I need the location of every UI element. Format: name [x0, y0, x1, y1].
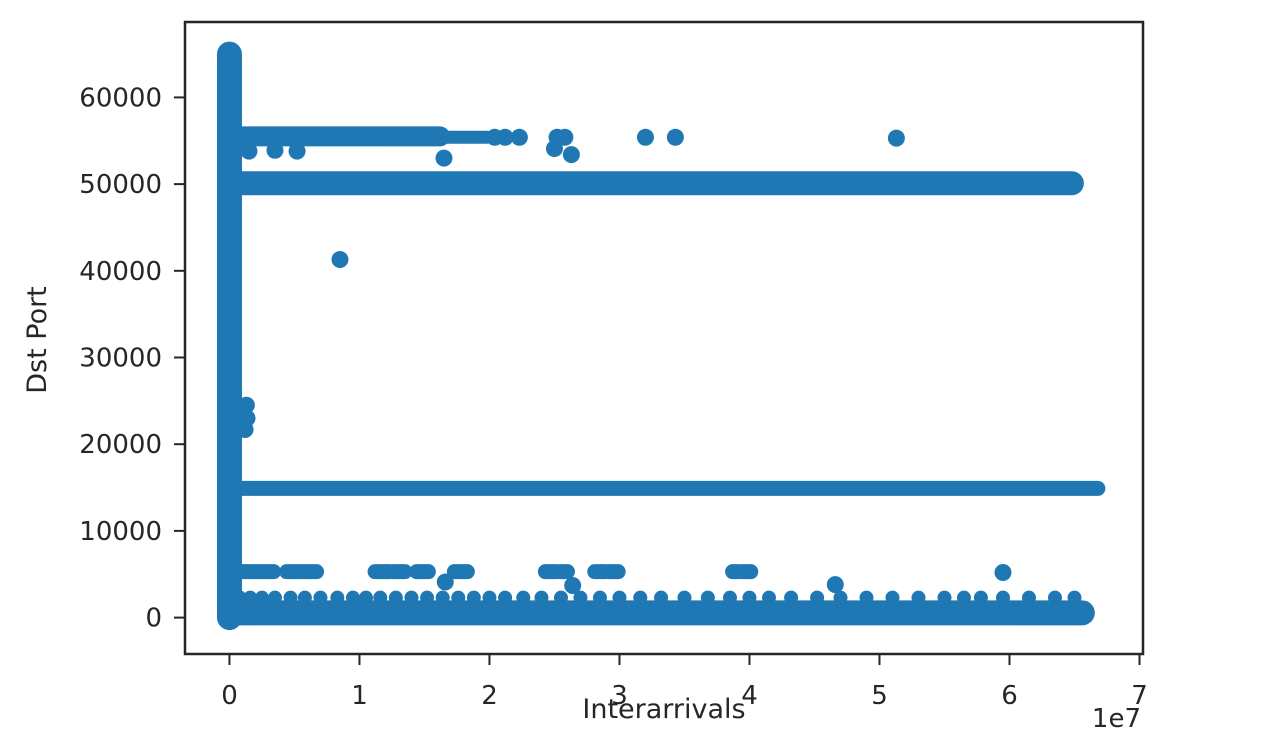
scatter-point [556, 128, 574, 146]
scatter-point [435, 590, 450, 605]
scatter-point [700, 590, 715, 605]
y-tick-label: 60000 [79, 83, 162, 113]
x-axis-label: Interarrivals [582, 694, 745, 725]
x-tick-label: 3 [611, 681, 628, 711]
scatter-point [761, 590, 776, 605]
scatter-point [994, 564, 1012, 582]
scatter-point [435, 149, 453, 167]
scatter-point [330, 590, 345, 605]
scatter-point [545, 140, 563, 158]
scatter-point [288, 142, 306, 160]
scatter-point [451, 590, 466, 605]
scatter-point [240, 142, 258, 160]
scatter-point [810, 590, 825, 605]
y-tick-label: 10000 [79, 517, 162, 547]
scatter-point [313, 590, 328, 605]
scatter-point [345, 590, 360, 605]
scatter-point [937, 590, 952, 605]
scatter-point [496, 128, 514, 146]
scatter-point [266, 141, 284, 159]
scatter-point [482, 590, 497, 605]
plot-border [183, 20, 1145, 656]
y-tick-label: 50000 [79, 170, 162, 200]
scatter-point [232, 590, 247, 605]
scatter-point [388, 590, 403, 605]
x-tick-label: 6 [1001, 681, 1018, 711]
scatter-point [677, 590, 692, 605]
scatter-series [216, 41, 1106, 631]
x-tick-label: 0 [221, 681, 238, 711]
scatter-point [420, 590, 435, 605]
scatter-point [404, 590, 419, 605]
scatter-point [573, 590, 588, 605]
scatter-point [1067, 590, 1082, 605]
scatter-point [636, 128, 654, 146]
scatter-point [742, 590, 757, 605]
scatter-point [331, 251, 349, 269]
scatter-point [358, 590, 373, 605]
scatter-point [267, 590, 282, 605]
x-tick-label: 7 [1131, 681, 1148, 711]
scatter-point [826, 576, 844, 594]
scatter-point [833, 590, 848, 605]
scatter-point [243, 590, 258, 605]
scatter-point [466, 590, 481, 605]
scatter-point [973, 590, 988, 605]
x-tick-label: 2 [481, 681, 498, 711]
scatter-point [911, 590, 926, 605]
scatter-point [633, 590, 648, 605]
scatter-point [995, 590, 1010, 605]
y-tick-label: 40000 [79, 257, 162, 287]
x-tick-label: 5 [871, 681, 888, 711]
axes: 0 1 2 3 4 5 6 7 0 10000 20000 30000 40000 50000 60000 [79, 83, 1147, 711]
scatter-point [510, 128, 528, 146]
y-axis-label: Dst Port [22, 286, 53, 394]
scatter-point [885, 590, 900, 605]
scatter-point [654, 590, 669, 605]
scatter-point [562, 146, 580, 164]
y-tick-label: 0 [145, 604, 162, 634]
y-tick-label: 30000 [79, 344, 162, 374]
y-tick-label: 20000 [79, 430, 162, 460]
scatter-point [436, 573, 454, 591]
scatter-point [592, 590, 607, 605]
x-axis-offset-label: 1e7 [1092, 704, 1141, 734]
scatter-point [236, 420, 254, 438]
scatter-point [956, 590, 971, 605]
scatter-point [534, 590, 549, 605]
x-tick-label: 1 [351, 681, 368, 711]
scatter-point [283, 590, 298, 605]
scatter-point [564, 577, 582, 595]
scatter-point [784, 590, 799, 605]
scatter-point [859, 590, 874, 605]
scatter-point [1021, 590, 1036, 605]
scatter-point [237, 396, 255, 414]
x-tick-label: 4 [741, 681, 758, 711]
scatter-point [516, 590, 531, 605]
scatter-point [722, 590, 737, 605]
scatter-point [553, 590, 568, 605]
scatter-point [498, 590, 513, 605]
scatter-point [1047, 590, 1062, 605]
scatter-point [373, 590, 388, 605]
scatter-point [254, 590, 269, 605]
scatter-point [887, 129, 905, 147]
scatter-point [612, 590, 627, 605]
scatter-point [297, 590, 312, 605]
scatter-point [666, 128, 684, 146]
